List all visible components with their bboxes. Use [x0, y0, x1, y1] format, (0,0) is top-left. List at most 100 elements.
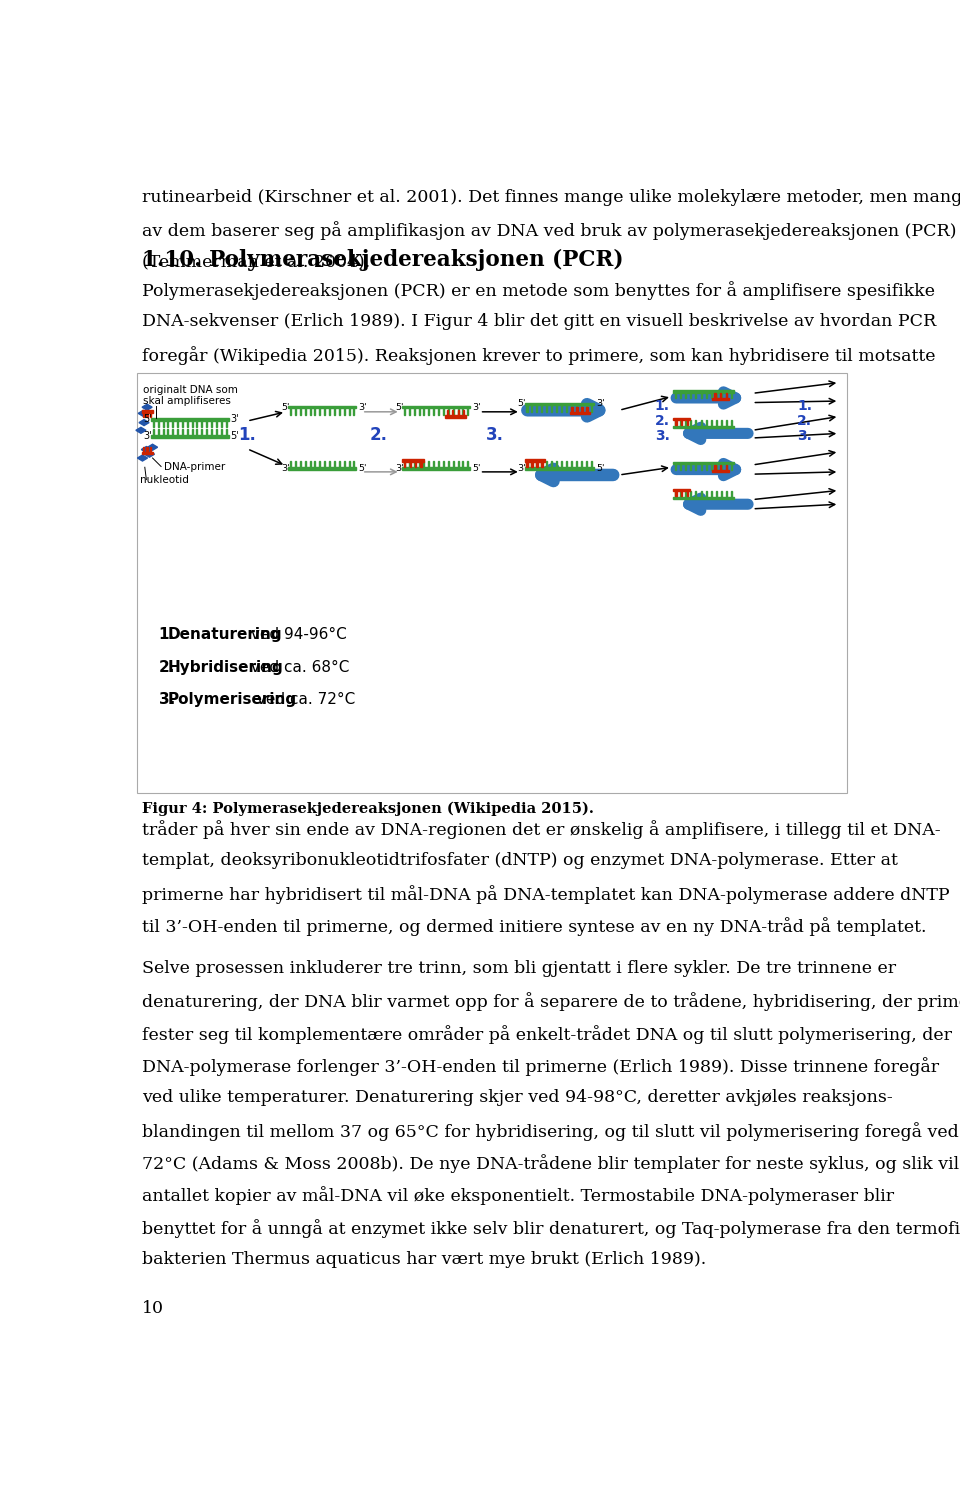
Text: 1.: 1.: [798, 399, 812, 412]
Bar: [329, 408, 330, 415]
Polygon shape: [141, 447, 152, 453]
Bar: [206, 429, 207, 435]
Bar: [576, 405, 577, 411]
Text: bakterien Thermus aquaticus har vært mye brukt (Erlich 1989).: bakterien Thermus aquaticus har vært mye…: [142, 1250, 706, 1268]
Bar: [216, 429, 217, 435]
Bar: [715, 465, 716, 469]
Bar: [221, 421, 222, 427]
Bar: [304, 462, 305, 468]
Bar: [463, 462, 464, 468]
Bar: [444, 415, 467, 417]
Bar: [428, 408, 429, 415]
Text: 2.: 2.: [158, 660, 175, 675]
Bar: [715, 393, 716, 397]
Bar: [673, 462, 733, 465]
Bar: [566, 405, 567, 411]
Bar: [443, 408, 444, 415]
Bar: [537, 462, 538, 468]
Bar: [557, 405, 558, 411]
Text: 3.: 3.: [655, 429, 670, 444]
Bar: [675, 465, 677, 469]
Text: tråder på hver sin ende av DNA-regionen det er ønskelig å amplifisere, i tillegg: tråder på hver sin ende av DNA-regionen …: [142, 820, 941, 838]
Text: Denaturering: Denaturering: [168, 627, 282, 642]
Bar: [731, 420, 732, 426]
Bar: [685, 492, 686, 496]
Bar: [566, 462, 567, 468]
Text: Hybridisering: Hybridisering: [168, 660, 284, 675]
Bar: [706, 492, 707, 496]
Bar: [532, 462, 533, 468]
Bar: [690, 393, 691, 397]
Bar: [290, 408, 291, 415]
Bar: [315, 408, 316, 415]
Text: 3': 3': [472, 402, 480, 411]
Text: 5': 5': [596, 465, 605, 474]
Bar: [582, 406, 583, 412]
Bar: [452, 409, 453, 415]
Bar: [675, 393, 677, 397]
Bar: [541, 462, 542, 468]
Bar: [731, 492, 732, 496]
Bar: [541, 405, 542, 411]
Bar: [685, 420, 686, 426]
Bar: [187, 429, 188, 435]
Bar: [673, 418, 690, 420]
Text: ved ca. 72°C: ved ca. 72°C: [252, 692, 355, 707]
Bar: [681, 465, 682, 469]
Bar: [710, 420, 711, 426]
Bar: [423, 462, 424, 468]
Text: 2.: 2.: [798, 414, 812, 429]
Bar: [315, 462, 316, 468]
Text: 3': 3': [281, 465, 290, 474]
Bar: [715, 492, 716, 496]
Bar: [551, 405, 552, 411]
Text: rutinearbeid (Kirschner et al. 2001). Det finnes mange ulike molekylære metoder,: rutinearbeid (Kirschner et al. 2001). De…: [142, 188, 960, 206]
Bar: [676, 420, 677, 424]
Bar: [192, 421, 193, 427]
Text: 1.: 1.: [158, 627, 175, 642]
Text: 5': 5': [358, 465, 367, 474]
Bar: [712, 469, 730, 472]
Bar: [587, 406, 588, 412]
Bar: [463, 408, 464, 415]
Text: 3': 3': [143, 432, 152, 441]
Text: 3.: 3.: [486, 426, 504, 444]
Text: 2.: 2.: [655, 414, 670, 429]
Bar: [419, 408, 420, 415]
Text: 1.: 1.: [238, 426, 255, 444]
Bar: [402, 406, 470, 408]
Bar: [731, 465, 732, 469]
Text: 1.10. Polymerasekjedereaksjonen (PCR): 1.10. Polymerasekjedereaksjonen (PCR): [142, 248, 623, 270]
Bar: [710, 393, 711, 397]
Polygon shape: [144, 451, 155, 457]
Text: av dem baserer seg på amplifikasjon av DNA ved bruk av polymerasekjedereaksjonen: av dem baserer seg på amplifikasjon av D…: [142, 221, 956, 239]
Bar: [587, 462, 588, 468]
Text: DNA-primer: DNA-primer: [164, 462, 226, 472]
Text: foregår (Wikipedia 2015). Reaksjonen krever to primere, som kan hybridisere til : foregår (Wikipedia 2015). Reaksjonen kre…: [142, 345, 935, 365]
Bar: [143, 412, 144, 417]
Bar: [153, 429, 154, 435]
Bar: [571, 406, 572, 412]
Bar: [695, 465, 697, 469]
Bar: [348, 462, 349, 468]
Bar: [428, 462, 429, 468]
Bar: [221, 429, 222, 435]
Bar: [143, 447, 144, 451]
Bar: [463, 409, 465, 415]
Bar: [309, 462, 311, 468]
Bar: [726, 492, 727, 496]
Bar: [551, 462, 552, 468]
Bar: [167, 421, 168, 427]
Bar: [546, 405, 547, 411]
Bar: [288, 468, 356, 471]
Text: 1.: 1.: [655, 399, 670, 412]
Text: 5': 5': [517, 399, 526, 408]
Bar: [524, 459, 544, 462]
Bar: [706, 393, 707, 397]
Bar: [304, 408, 305, 415]
Bar: [571, 462, 572, 468]
Bar: [162, 429, 163, 435]
Bar: [710, 465, 711, 469]
Text: (Temmerman et al. 2004).: (Temmerman et al. 2004).: [142, 252, 370, 270]
Polygon shape: [138, 411, 148, 417]
